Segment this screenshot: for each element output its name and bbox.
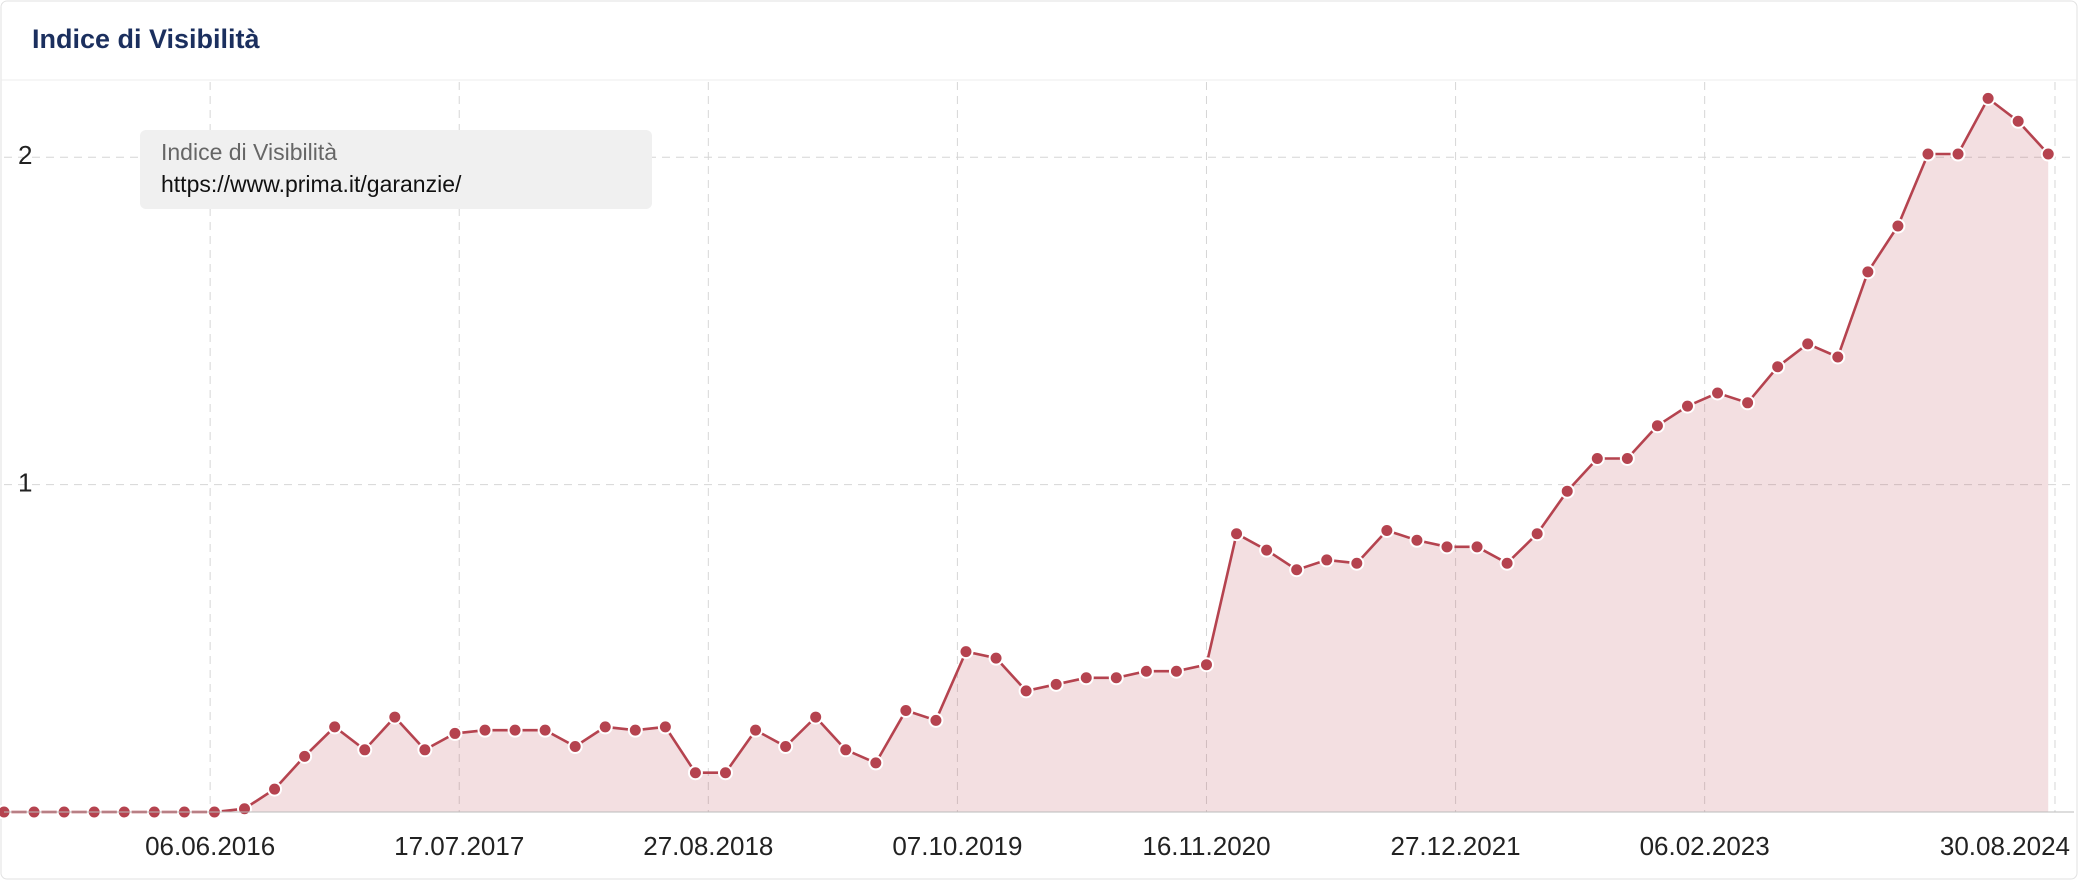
- area-fill: [4, 98, 2049, 812]
- data-point: [1679, 398, 1695, 414]
- legend-title: Indice di Visibilità: [161, 139, 337, 165]
- data-point: [1319, 552, 1335, 568]
- data-point: [868, 755, 884, 771]
- data-point: [1950, 146, 1966, 162]
- y-tick-label: 1: [18, 468, 32, 498]
- data-point: [1289, 562, 1305, 578]
- data-point: [1559, 483, 1575, 499]
- x-tick-label: 06.02.2023: [1640, 831, 1770, 861]
- data-point: [236, 801, 252, 817]
- x-tick-label: 06.06.2016: [145, 831, 275, 861]
- data-point: [1259, 542, 1275, 558]
- data-point: [597, 719, 613, 735]
- data-point: [627, 722, 643, 738]
- data-point: [1529, 526, 1545, 542]
- data-point: [1138, 663, 1154, 679]
- data-point: [1439, 539, 1455, 555]
- data-point: [1740, 395, 1756, 411]
- x-tick-label: 27.12.2021: [1391, 831, 1521, 861]
- x-tick-label: 27.08.2018: [643, 831, 773, 861]
- data-point: [1830, 349, 1846, 365]
- data-point: [447, 725, 463, 741]
- data-point: [657, 719, 673, 735]
- data-point: [1379, 522, 1395, 538]
- data-point: [778, 739, 794, 755]
- data-point: [988, 650, 1004, 666]
- data-point: [748, 722, 764, 738]
- data-point: [1589, 450, 1605, 466]
- data-point: [1229, 526, 1245, 542]
- data-point: [507, 722, 523, 738]
- data-point: [297, 748, 313, 764]
- data-point: [838, 742, 854, 758]
- chart-title: Indice di Visibilità: [32, 24, 261, 54]
- data-point: [1980, 90, 1996, 106]
- data-point: [327, 719, 343, 735]
- data-point: [1649, 418, 1665, 434]
- x-tick-label: 17.07.2017: [394, 831, 524, 861]
- data-point: [1710, 385, 1726, 401]
- data-point: [958, 644, 974, 660]
- data-point: [477, 722, 493, 738]
- data-point: [417, 742, 433, 758]
- data-point: [898, 703, 914, 719]
- x-tick-label: 07.10.2019: [892, 831, 1022, 861]
- data-point: [687, 765, 703, 781]
- data-point: [1499, 555, 1515, 571]
- data-point: [1469, 539, 1485, 555]
- data-point: [1619, 450, 1635, 466]
- data-point: [1409, 532, 1425, 548]
- data-point: [1920, 146, 1936, 162]
- data-point: [1198, 657, 1214, 673]
- legend-box: [140, 130, 652, 209]
- data-point: [1860, 264, 1876, 280]
- legend-entry: https://www.prima.it/garanzie/: [161, 171, 462, 197]
- data-point: [537, 722, 553, 738]
- data-point: [1349, 555, 1365, 571]
- data-point: [717, 765, 733, 781]
- y-tick-label: 2: [18, 140, 32, 170]
- data-point: [2040, 146, 2056, 162]
- x-tick-label: 16.11.2020: [1142, 831, 1270, 861]
- data-point: [928, 712, 944, 728]
- data-point: [1890, 218, 1906, 234]
- data-point: [357, 742, 373, 758]
- data-point: [2010, 113, 2026, 129]
- data-point: [267, 781, 283, 797]
- data-point: [567, 739, 583, 755]
- data-point: [1078, 670, 1094, 686]
- plot: 1 2 06.06.2016 17.07.2017 27.08.2018 07.10.20…: [0, 82, 2074, 861]
- data-point: [1108, 670, 1124, 686]
- data-point: [1800, 336, 1816, 352]
- x-tick-label: 30.08.2024: [1940, 831, 2070, 861]
- data-point: [808, 709, 824, 725]
- data-point: [1048, 676, 1064, 692]
- data-point: [387, 709, 403, 725]
- data-point: [1168, 663, 1184, 679]
- data-point: [1018, 683, 1034, 699]
- data-point: [1770, 359, 1786, 375]
